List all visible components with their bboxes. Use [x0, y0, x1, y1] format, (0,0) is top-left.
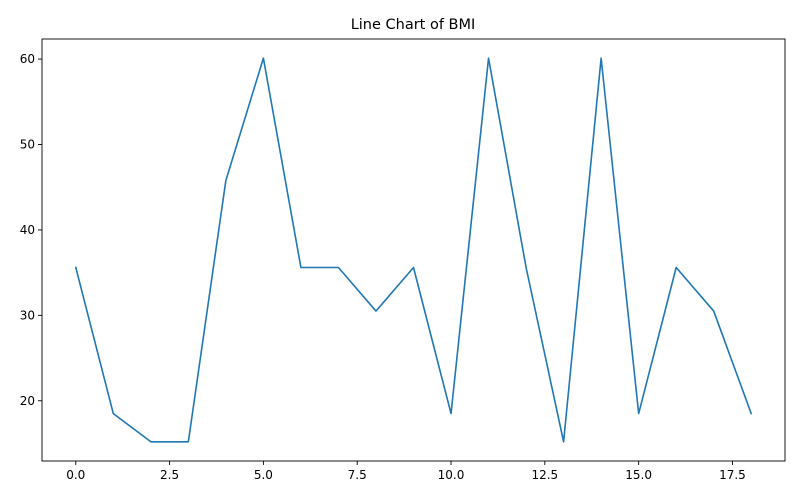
- x-tick-label: 5.0: [254, 468, 273, 482]
- plot-area: [41, 38, 786, 462]
- x-tick-label: 0.0: [66, 468, 85, 482]
- y-tick-label: 50: [20, 138, 35, 152]
- chart-title: Line Chart of BMI: [351, 17, 476, 33]
- x-tick-label: 2.5: [160, 468, 179, 482]
- x-tick-label: 7.5: [348, 468, 367, 482]
- x-tick-label: 12.5: [531, 468, 558, 482]
- x-tick-label: 17.5: [719, 468, 746, 482]
- series-line-0: [74, 57, 753, 443]
- y-tick-label: 20: [20, 394, 35, 408]
- x-tick-label: 10.0: [438, 468, 465, 482]
- x-axis: 0.0 2.5 5.0 7.5 10.0 12.5 15.0 17.5: [66, 461, 746, 482]
- y-axis: 20 30 40 50 60: [20, 52, 42, 408]
- plot-frame: [41, 38, 786, 462]
- y-tick-label: 40: [20, 223, 35, 237]
- y-tick-label: 30: [20, 308, 35, 322]
- y-tick-label: 60: [20, 52, 35, 66]
- x-tick-label: 15.0: [625, 468, 652, 482]
